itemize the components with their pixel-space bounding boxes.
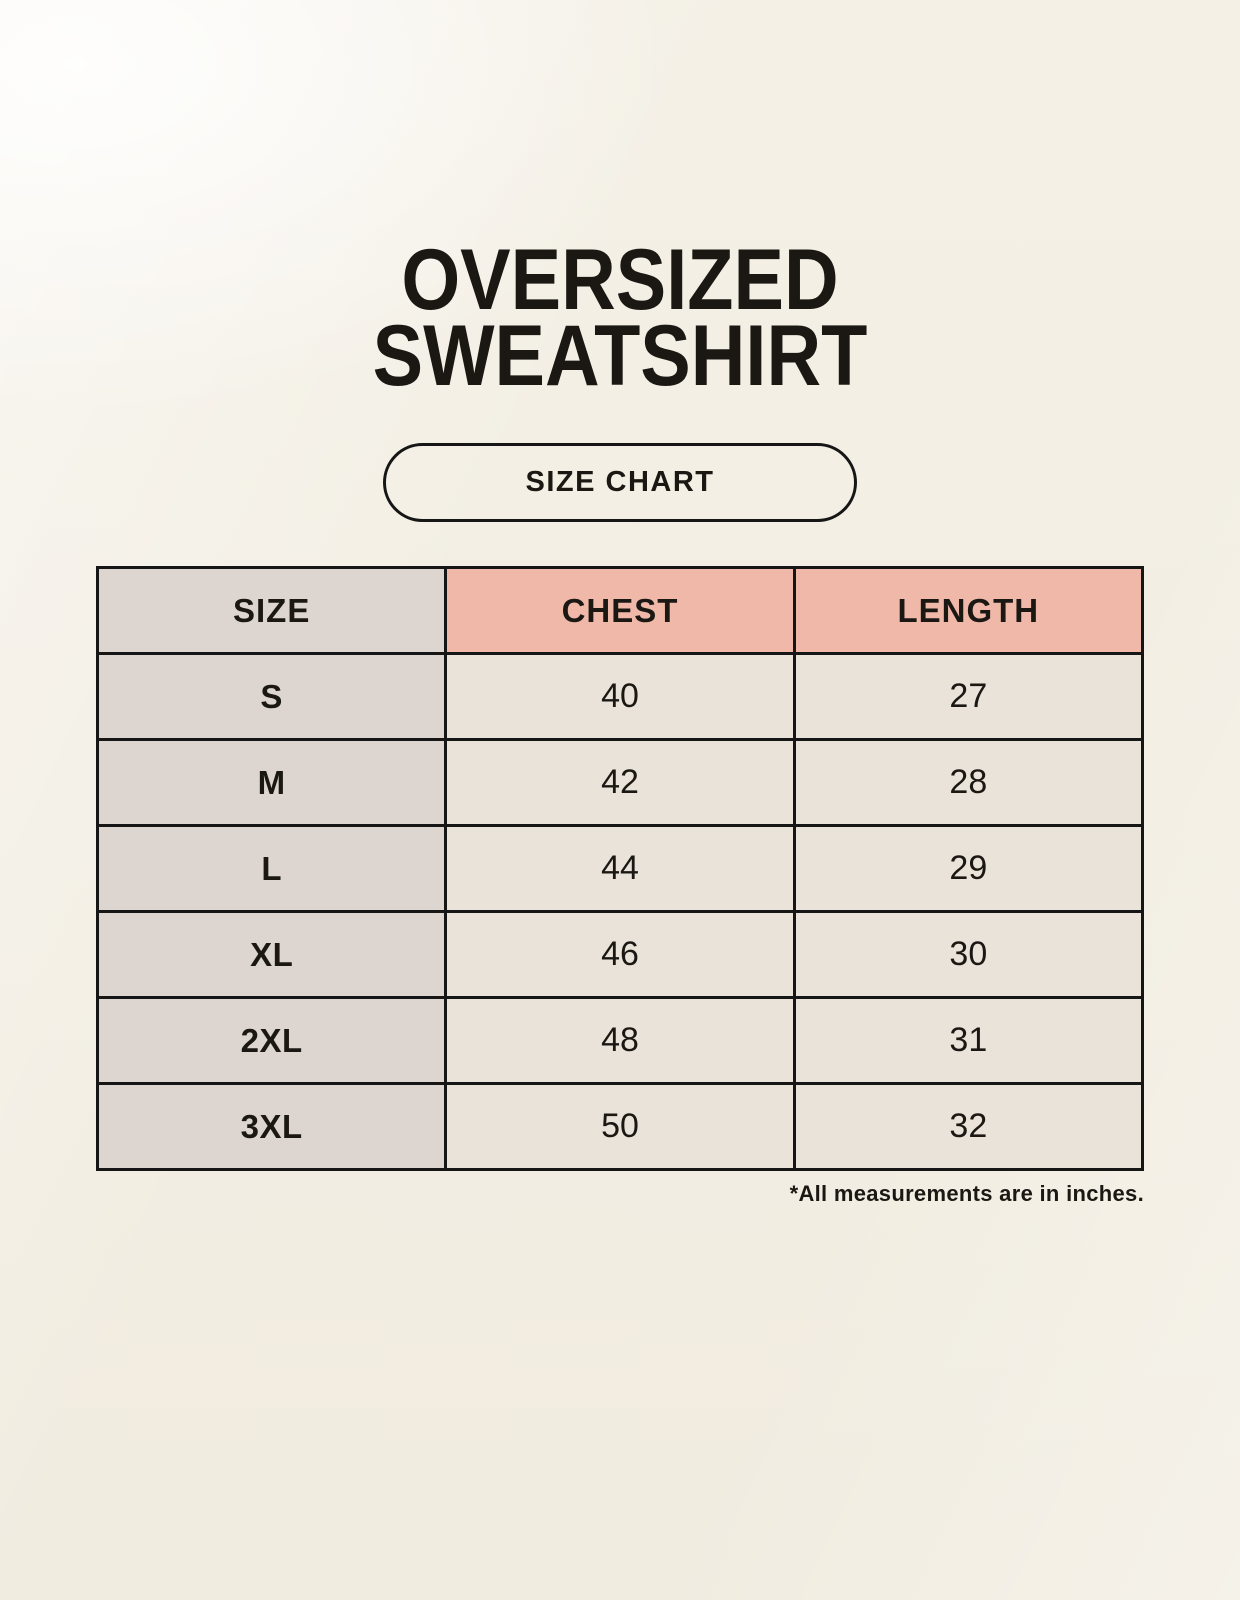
size-chart-badge-label: SIZE CHART (525, 466, 715, 498)
table-row: L 44 29 (95, 824, 1145, 913)
chest-value: 42 (444, 738, 796, 827)
page-title-line2: SWEATSHIRT (372, 308, 868, 404)
page-title-line1: OVERSIZED (401, 232, 839, 328)
length-value: 27 (792, 652, 1145, 741)
chest-value: 44 (444, 824, 796, 913)
table-row: 2XL 48 31 (95, 996, 1145, 1085)
column-header-size: SIZE (95, 566, 448, 655)
chest-value: 48 (444, 996, 796, 1085)
size-label: L (95, 824, 448, 913)
length-value: 29 (792, 824, 1145, 913)
size-label: 2XL (95, 996, 448, 1085)
size-label: M (95, 738, 448, 827)
chest-value: 50 (444, 1082, 796, 1171)
table-row: M 42 28 (95, 738, 1145, 827)
length-value: 31 (792, 996, 1145, 1085)
table-row: XL 46 30 (95, 910, 1145, 999)
size-chart-badge: SIZE CHART (383, 443, 857, 522)
size-label: S (95, 652, 448, 741)
size-table: SIZE CHEST LENGTH S 40 27 M 42 28 L 44 2… (95, 566, 1145, 1171)
length-value: 32 (792, 1082, 1145, 1171)
column-header-length: LENGTH (792, 566, 1145, 655)
table-header-row: SIZE CHEST LENGTH (95, 566, 1145, 655)
length-value: 30 (792, 910, 1145, 999)
size-label: 3XL (95, 1082, 448, 1171)
size-label: XL (95, 910, 448, 999)
table-row: S 40 27 (95, 652, 1145, 741)
length-value: 28 (792, 738, 1145, 827)
table-row: 3XL 50 32 (95, 1082, 1145, 1171)
page-title: OVERSIZED SWEATSHIRT (74, 237, 1165, 399)
measurements-footnote: *All measurements are in inches. (789, 1181, 1144, 1206)
column-header-chest: CHEST (444, 566, 796, 655)
chest-value: 40 (444, 652, 796, 741)
chest-value: 46 (444, 910, 796, 999)
